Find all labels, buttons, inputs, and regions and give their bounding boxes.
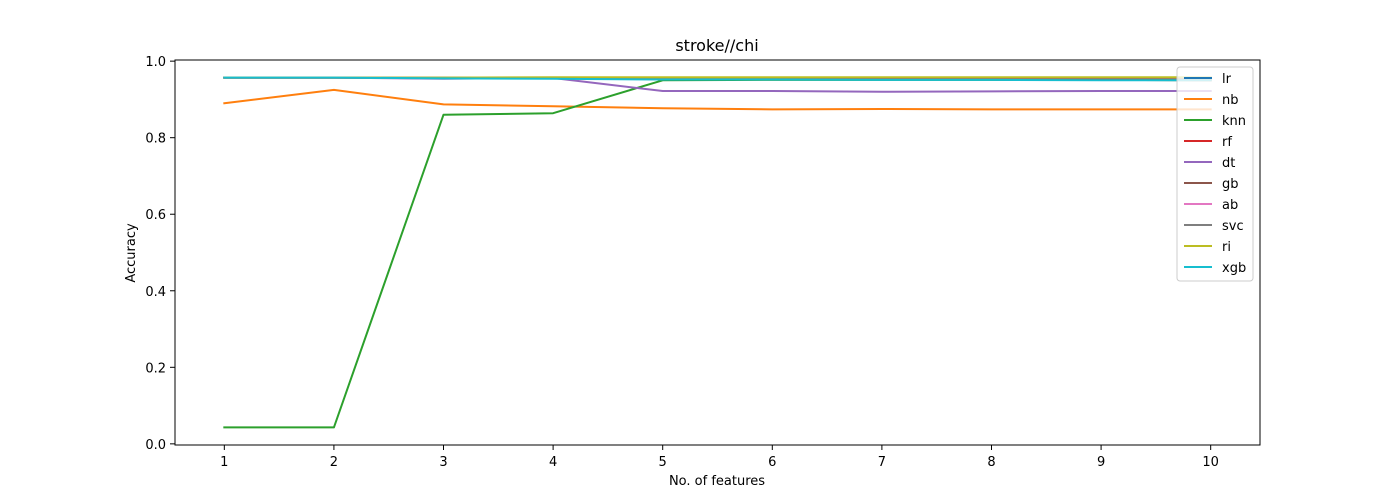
x-tick-label: 2 <box>330 455 338 470</box>
legend-label-rf: rf <box>1222 135 1232 150</box>
chart-title: stroke//chi <box>675 36 758 55</box>
y-tick-label: 0.6 <box>145 208 166 223</box>
legend-label-ab: ab <box>1222 198 1238 213</box>
y-tick-label: 1.0 <box>145 55 166 70</box>
legend-label-knn: knn <box>1222 114 1246 129</box>
axes: 1 2 3 4 5 6 7 8 9 10 0.0 0.2 0.4 0.6 0.8 1.0 <box>145 55 1261 470</box>
series-line-knn <box>223 78 1212 429</box>
x-tick-label: 9 <box>1097 455 1105 470</box>
legend-label-xgb: xgb <box>1222 261 1246 276</box>
x-tick-label: 3 <box>439 455 447 470</box>
legend-label-nb: nb <box>1222 93 1239 108</box>
x-tick-label: 6 <box>768 455 776 470</box>
plot-area <box>223 76 1212 429</box>
legend-label-lr: lr <box>1222 72 1232 87</box>
legend-label-dt: dt <box>1222 156 1235 171</box>
series-line-xgb <box>223 76 1212 82</box>
legend: lr nb knn rf dt gb ab svc ri xgb <box>1176 66 1254 282</box>
y-tick-label: 0.8 <box>145 132 166 147</box>
x-tick-label: 4 <box>549 455 557 470</box>
x-tick-label: 1 <box>220 455 228 470</box>
x-tick-label: 10 <box>1202 455 1219 470</box>
series-line-nb <box>223 88 1212 111</box>
x-tick-label: 8 <box>987 455 995 470</box>
x-axis-label: No. of features <box>669 474 765 489</box>
y-tick-label: 0.4 <box>145 285 166 300</box>
legend-label-svc: svc <box>1222 219 1244 234</box>
legend-label-ri: ri <box>1222 240 1231 255</box>
x-tick-label: 7 <box>878 455 886 470</box>
y-tick-label: 0.0 <box>145 438 166 453</box>
y-tick-label: 0.2 <box>145 361 166 376</box>
legend-label-gb: gb <box>1222 177 1239 192</box>
axes-frame <box>174 59 1261 446</box>
x-tick-label: 5 <box>659 455 667 470</box>
y-axis-label: Accuracy <box>124 223 139 283</box>
